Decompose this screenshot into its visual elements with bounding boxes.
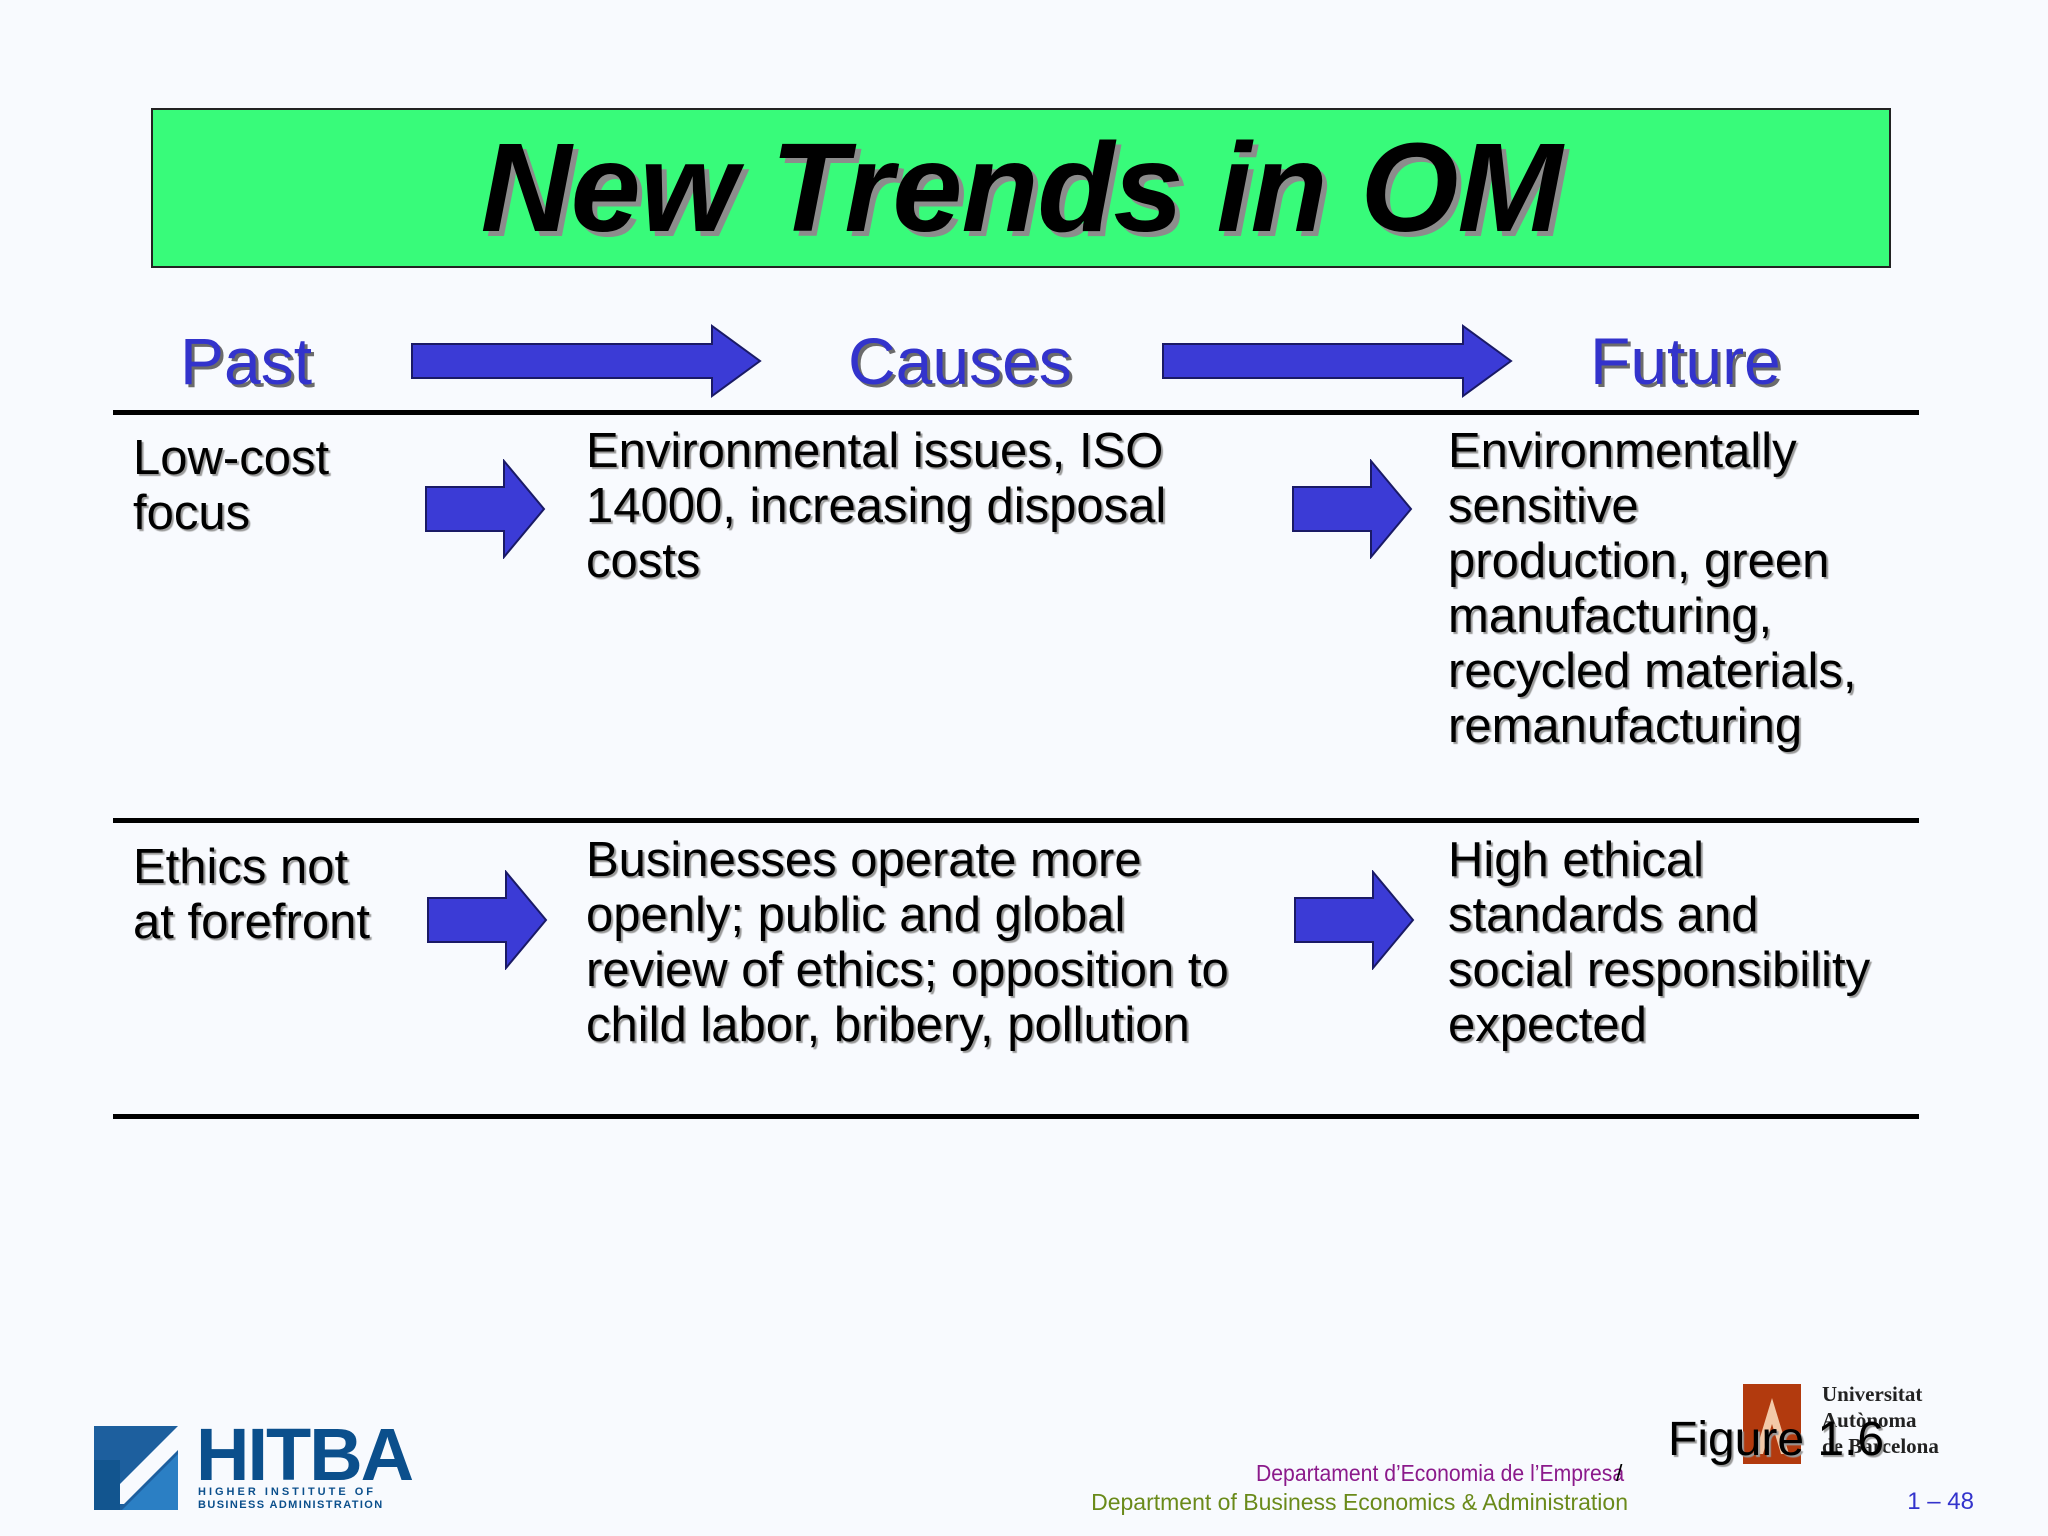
text-line: costs [586, 534, 701, 588]
page-number: 1 – 48 [1907, 1488, 1974, 1515]
column-header-past: Past [180, 324, 313, 398]
text-line: de Barcelona [1822, 1434, 1939, 1458]
slide-title: New Trends in OM [480, 117, 1563, 258]
department-name-catalan: Departament d’Economia de l’Empresa [1255, 1460, 1624, 1486]
text-line: manufacturing, [1448, 589, 1773, 643]
text-line: expected [1448, 998, 1647, 1052]
row-2-future: High ethical standards and social respon… [1448, 833, 1870, 1053]
text-line: openly; public and global [586, 888, 1126, 942]
table-rule-bottom [113, 1114, 1919, 1119]
row-2-past: Ethics not at forefront [133, 840, 370, 950]
uab-logo-icon [1743, 1384, 1801, 1464]
long-arrow-right-icon [1162, 324, 1513, 398]
row-2-causes: Businesses operate more openly; public a… [586, 833, 1229, 1053]
department-separator: / [1616, 1460, 1623, 1486]
hitba-subtitle-line-1: HIGHER INSTITUTE OF [198, 1486, 376, 1498]
table-rule-middle [113, 818, 1919, 823]
title-banner: New Trends in OM [151, 108, 1891, 268]
hitba-wordmark: HITBA [196, 1413, 414, 1496]
text-line: Low-cost [133, 431, 330, 485]
row-1-future: Environmentally sensitive production, gr… [1448, 424, 1856, 754]
arrow-right-icon [1294, 870, 1415, 970]
text-line: Ethics not [133, 840, 349, 894]
text-line: at forefront [133, 895, 370, 949]
text-line: recycled materials, [1448, 644, 1857, 698]
row-1-past: Low-cost focus [133, 431, 329, 541]
figure-label: Figure 1.6 [1668, 1413, 1885, 1466]
table-rule-top [113, 410, 1919, 415]
column-header-causes: Causes [848, 324, 1072, 398]
text-line: review of ethics; opposition to [586, 943, 1229, 997]
text-line: child labor, bribery, pollution [586, 998, 1190, 1052]
university-name: Universitat Autònoma de Barcelona [1822, 1381, 1939, 1459]
department-name-english: Department of Business Economics & Admin… [1091, 1489, 1628, 1515]
text-line: sensitive [1448, 479, 1639, 533]
text-line: Universitat [1822, 1382, 1923, 1406]
hitba-logo-icon [94, 1426, 178, 1510]
text-line: Businesses operate more [586, 833, 1142, 887]
column-header-future: Future [1590, 324, 1781, 398]
text-line: standards and [1448, 888, 1759, 942]
hitba-subtitle-line-2: BUSINESS ADMINISTRATION [198, 1499, 384, 1511]
text-line: remanufacturing [1448, 699, 1803, 753]
arrow-right-icon [425, 459, 546, 559]
text-line: focus [133, 486, 251, 540]
row-1-causes: Environmental issues, ISO 14000, increas… [586, 424, 1166, 589]
arrow-right-icon [1292, 459, 1413, 559]
text-line: High ethical [1448, 833, 1705, 887]
arrow-right-icon [427, 870, 548, 970]
text-line: social responsibility [1448, 943, 1871, 997]
text-line: production, green [1448, 534, 1830, 588]
text-line: Environmental issues, ISO [586, 424, 1164, 478]
text-line: Autònoma [1822, 1408, 1917, 1432]
long-arrow-right-icon [411, 324, 762, 398]
text-line: Environmentally [1448, 424, 1797, 478]
text-line: 14000, increasing disposal [586, 479, 1167, 533]
